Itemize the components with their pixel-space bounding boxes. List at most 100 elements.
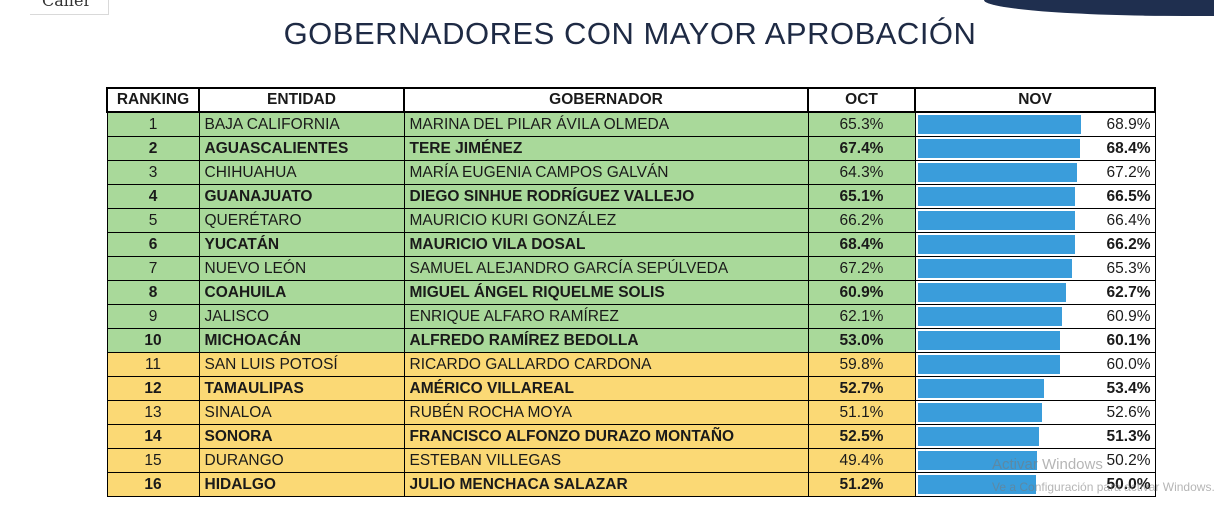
- cell-oct: 60.9%: [807, 280, 916, 305]
- table-row: 11 SAN LUIS POTOSÍ RICARDO GALLARDO CARDON…: [106, 352, 1156, 377]
- cell-nov: 66.2%: [914, 232, 1156, 257]
- cell-entidad: CHIHUAHUA: [198, 160, 405, 185]
- nov-bar: [917, 355, 1060, 374]
- cell-nov: 60.0%: [914, 352, 1156, 377]
- cell-entidad: COAHUILA: [198, 280, 405, 305]
- nov-value-label: 51.3%: [1103, 425, 1151, 448]
- cell-nov: 50.0%: [914, 472, 1156, 497]
- cell-nov: 53.4%: [914, 376, 1156, 401]
- cell-gobernador: MAURICIO VILA DOSAL: [403, 232, 809, 257]
- table-body: 1 BAJA CALIFORNIA MARINA DEL PILAR ÁVILA O…: [106, 111, 1156, 497]
- cell-ranking: 4: [106, 184, 200, 209]
- cell-ranking: 16: [106, 472, 200, 497]
- cell-nov: 51.3%: [914, 424, 1156, 449]
- cell-nov: 60.1%: [914, 328, 1156, 353]
- cell-oct: 64.3%: [807, 160, 916, 185]
- cell-entidad: JALISCO: [198, 304, 405, 329]
- cell-gobernador: MIGUEL ÁNGEL RIQUELME SOLIS: [403, 280, 809, 305]
- cell-nov: 68.4%: [914, 136, 1156, 161]
- cell-nov: 50.2%: [914, 448, 1156, 473]
- cell-oct: 49.4%: [807, 448, 916, 473]
- nov-value-label: 68.9%: [1103, 113, 1151, 136]
- cell-gobernador: MARÍA EUGENIA CAMPOS GALVÁN: [403, 160, 809, 185]
- nov-value-label: 53.4%: [1103, 377, 1151, 400]
- table-row: 4 GUANAJUATO DIEGO SINHUE RODRÍGUEZ VALLEJ…: [106, 184, 1156, 209]
- table-row: 6 YUCATÁN MAURICIO VILA DOSAL 68.4% 66.2%: [106, 232, 1156, 257]
- cell-entidad: MICHOACÁN: [198, 328, 405, 353]
- header-ranking: RANKING: [106, 87, 200, 113]
- cell-ranking: 14: [106, 424, 200, 449]
- cell-oct: 51.2%: [807, 472, 916, 497]
- cell-gobernador: ESTEBAN VILLEGAS: [403, 448, 809, 473]
- cell-nov: 68.9%: [914, 111, 1156, 137]
- header-oct: OCT: [807, 87, 916, 113]
- approval-table: RANKING ENTIDAD GOBERNADOR OCT NOV 1 BAJA…: [106, 87, 1156, 497]
- nov-bar: [917, 331, 1060, 350]
- cell-ranking: 7: [106, 256, 200, 281]
- nov-bar: [917, 307, 1062, 326]
- nov-value-label: 50.2%: [1103, 449, 1151, 472]
- cell-ranking: 6: [106, 232, 200, 257]
- cell-ranking: 3: [106, 160, 200, 185]
- cell-ranking: 5: [106, 208, 200, 233]
- cell-oct: 65.3%: [807, 111, 916, 137]
- nov-value-label: 52.6%: [1103, 401, 1151, 424]
- cell-ranking: 10: [106, 328, 200, 353]
- nov-bar: [917, 379, 1044, 398]
- cell-gobernador: TERE JIMÉNEZ: [403, 136, 809, 161]
- cell-entidad: SINALOA: [198, 400, 405, 425]
- nov-bar: [917, 475, 1036, 494]
- table-row: 8 COAHUILA MIGUEL ÁNGEL RIQUELME SOLIS 60.9…: [106, 280, 1156, 305]
- table-row: 14 SONORA FRANCISCO ALFONZO DURAZO MONTAÑO…: [106, 424, 1156, 449]
- nov-value-label: 68.4%: [1103, 137, 1151, 160]
- cell-ranking: 11: [106, 352, 200, 377]
- nov-bar: [917, 115, 1081, 134]
- cell-entidad: GUANAJUATO: [198, 184, 405, 209]
- nov-bar: [917, 427, 1039, 446]
- table-row: 10 MICHOACÁN ALFREDO RAMÍREZ BEDOLLA 53.0% 6…: [106, 328, 1156, 353]
- cell-ranking: 13: [106, 400, 200, 425]
- nov-value-label: 50.0%: [1103, 473, 1151, 496]
- cell-gobernador: MARINA DEL PILAR ÁVILA OLMEDA: [403, 111, 809, 137]
- nov-value-label: 66.2%: [1103, 233, 1151, 256]
- cell-gobernador: ALFREDO RAMÍREZ BEDOLLA: [403, 328, 809, 353]
- table-row: 9 JALISCO ENRIQUE ALFARO RAMÍREZ 62.1% 60.9%: [106, 304, 1156, 329]
- cell-oct: 53.0%: [807, 328, 916, 353]
- cell-entidad: AGUASCALIENTES: [198, 136, 405, 161]
- cell-entidad: NUEVO LEÓN: [198, 256, 405, 281]
- cell-oct: 67.2%: [807, 256, 916, 281]
- header-row: RANKING ENTIDAD GOBERNADOR OCT NOV: [106, 87, 1156, 113]
- table-row: 15 DURANGO ESTEBAN VILLEGAS 49.4% 50.2%: [106, 448, 1156, 473]
- cell-gobernador: RUBÉN ROCHA MOYA: [403, 400, 809, 425]
- cell-ranking: 1: [106, 111, 200, 137]
- cell-nov: 67.2%: [914, 160, 1156, 185]
- cell-ranking: 15: [106, 448, 200, 473]
- cell-oct: 51.1%: [807, 400, 916, 425]
- cell-entidad: SAN LUIS POTOSÍ: [198, 352, 405, 377]
- cell-ranking: 8: [106, 280, 200, 305]
- page-title: GOBERNADORES CON MAYOR APROBACIÓN: [283, 16, 977, 51]
- nov-bar: [917, 163, 1077, 182]
- logo: Caller: [30, 0, 109, 15]
- cell-gobernador: DIEGO SINHUE RODRÍGUEZ VALLEJO: [403, 184, 809, 209]
- nov-bar: [917, 283, 1066, 302]
- cell-entidad: SONORA: [198, 424, 405, 449]
- cell-entidad: HIDALGO: [198, 472, 405, 497]
- cell-entidad: QUERÉTARO: [198, 208, 405, 233]
- table-row: 16 HIDALGO JULIO MENCHACA SALAZAR 51.2% 50.0…: [106, 472, 1156, 497]
- cell-gobernador: ENRIQUE ALFARO RAMÍREZ: [403, 304, 809, 329]
- cell-gobernador: FRANCISCO ALFONZO DURAZO MONTAÑO: [403, 424, 809, 449]
- table-row: 7 NUEVO LEÓN SAMUEL ALEJANDRO GARCÍA SEPÚL…: [106, 256, 1156, 281]
- nov-bar: [917, 403, 1042, 422]
- nov-bar: [917, 139, 1080, 158]
- table-row: 5 QUERÉTARO MAURICIO KURI GONZÁLEZ 66.2% 66.…: [106, 208, 1156, 233]
- cell-oct: 66.2%: [807, 208, 916, 233]
- cell-gobernador: RICARDO GALLARDO CARDONA: [403, 352, 809, 377]
- cell-entidad: TAMAULIPAS: [198, 376, 405, 401]
- cell-nov: 62.7%: [914, 280, 1156, 305]
- cell-nov: 66.5%: [914, 184, 1156, 209]
- cell-gobernador: JULIO MENCHACA SALAZAR: [403, 472, 809, 497]
- nov-value-label: 60.9%: [1103, 305, 1151, 328]
- cell-nov: 65.3%: [914, 256, 1156, 281]
- header-gobernador: GOBERNADOR: [403, 87, 809, 113]
